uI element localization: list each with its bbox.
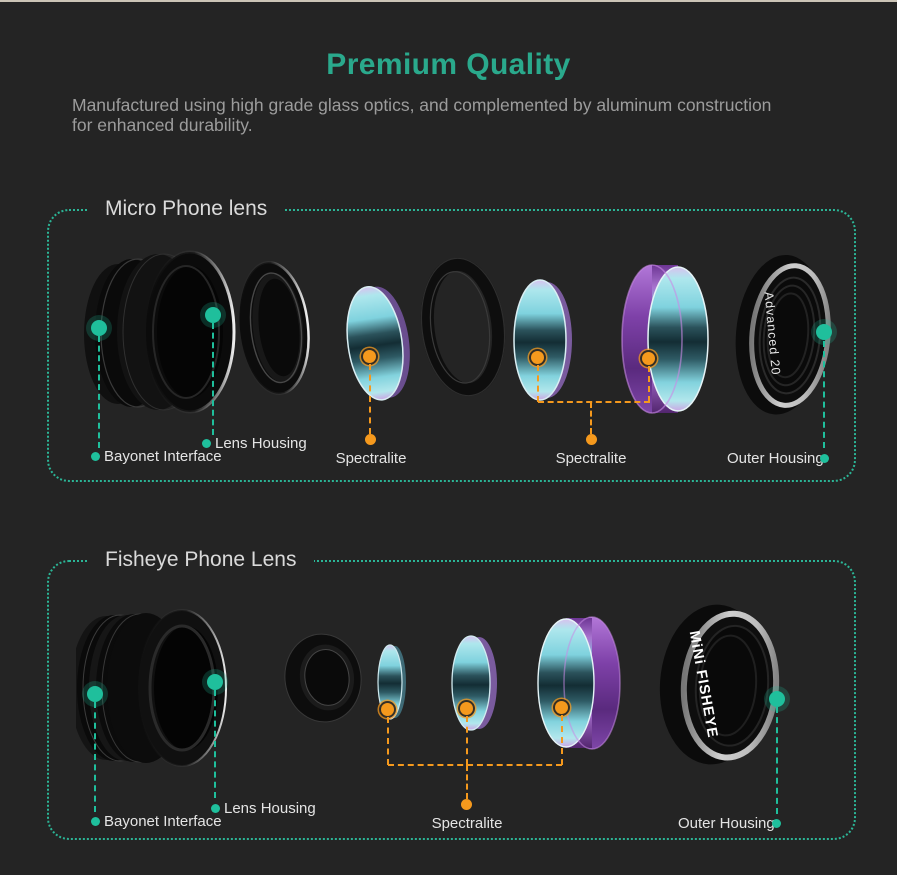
section-title: Fisheye Phone Lens (87, 547, 315, 573)
leader-line (94, 702, 96, 812)
label-dot (586, 434, 597, 445)
lens-part-retainer-ring-1 (420, 256, 506, 398)
leader-line (466, 716, 468, 765)
marker-dot-spectralite-1c (642, 352, 655, 365)
lens-part-lens-housing-2 (280, 628, 366, 728)
lens-part-spectralite-medium (446, 632, 500, 734)
marker-dot-outer-housing-1 (816, 324, 832, 340)
lens-part-outer-housing-1: Advanced 20 (734, 252, 838, 420)
label-dot (91, 452, 100, 461)
label-dot (772, 819, 781, 828)
label-spectralite-1b: Spectralite (555, 450, 627, 467)
leader-line (369, 364, 371, 434)
marker-dot-spectralite-2c (555, 701, 568, 714)
leader-line (648, 366, 650, 402)
description-line-2: for enhanced durability. (72, 115, 253, 135)
label-spectralite-2: Spectralite (431, 815, 503, 832)
leader-line (776, 707, 778, 814)
label-bayonet-interface-2: Bayonet Interface (104, 813, 222, 830)
leader-line (561, 715, 563, 765)
label-dot (820, 454, 829, 463)
leader-line (387, 717, 389, 765)
label-lens-housing-1: Lens Housing (215, 435, 307, 452)
label-outer-housing-2: Outer Housing (678, 815, 775, 832)
lens-part-spectralite-2 (506, 274, 580, 406)
marker-dot-spectralite-1a (363, 350, 376, 363)
lens-part-spectralite-barrel-2 (536, 612, 624, 754)
label-dot (91, 817, 100, 826)
label-lens-housing-2: Lens Housing (224, 800, 316, 817)
section-title: Micro Phone lens (87, 196, 286, 222)
label-spectralite-1a: Spectralite (335, 450, 407, 467)
page-title: Premium Quality (326, 48, 571, 81)
lens-part-spectralite-small (374, 642, 410, 722)
label-dot (365, 434, 376, 445)
section-micro-phone-lens: Micro Phone lens (47, 196, 856, 482)
marker-dot-lens-housing-2 (207, 674, 223, 690)
label-dot (461, 799, 472, 810)
marker-dot-outer-housing-2 (769, 691, 785, 707)
label-outer-housing-1: Outer Housing (727, 450, 824, 467)
leader-line (98, 336, 100, 448)
marker-dot-bayonet-2 (87, 686, 103, 702)
marker-dot-spectralite-2a (381, 703, 394, 716)
leader-line (466, 765, 468, 799)
lens-part-bayonet-interface-1 (82, 248, 240, 416)
lens-part-spectralite-1 (338, 278, 416, 408)
marker-dot-spectralite-1b (531, 351, 544, 364)
description-line-1: Manufactured using high grade glass opti… (72, 95, 772, 115)
leader-line (823, 341, 825, 448)
leader-line (590, 402, 592, 434)
marker-dot-lens-housing-1 (205, 307, 221, 323)
section-fisheye-phone-lens: Fisheye Phone Lens (47, 547, 856, 840)
lens-part-outer-housing-2: MiNi FISHEYE (656, 600, 792, 770)
leader-line (212, 323, 214, 435)
lens-part-spectralite-barrel-1 (616, 258, 714, 420)
lens-part-lens-housing-1 (232, 254, 316, 402)
label-bayonet-interface-1: Bayonet Interface (104, 448, 222, 465)
label-dot (202, 439, 211, 448)
leader-line (537, 365, 539, 402)
marker-dot-bayonet-1 (91, 320, 107, 336)
leader-line (538, 401, 650, 403)
label-dot (211, 804, 220, 813)
leader-line (388, 764, 562, 766)
marker-dot-spectralite-2b (460, 702, 473, 715)
page-description: Manufactured using high grade glass opti… (72, 95, 872, 135)
leader-line (214, 690, 216, 798)
